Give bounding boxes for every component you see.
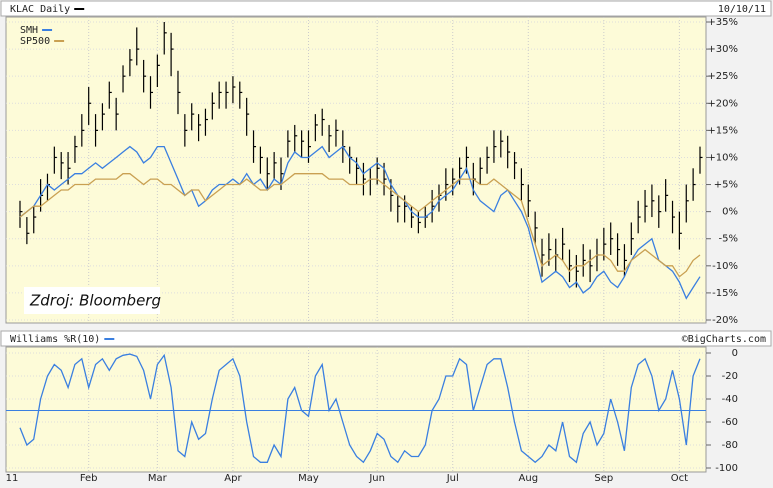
legend-label: SP500	[20, 36, 50, 47]
annotation-box	[24, 287, 160, 314]
line-series	[19, 353, 701, 464]
lower-header-band	[0, 330, 772, 347]
legend-label: Williams %R(10)	[10, 334, 100, 345]
y-tick-label: 0	[732, 348, 738, 359]
y-tick-label: +15%	[707, 125, 738, 136]
x-tick-label: May	[298, 473, 319, 484]
legend-label: SMH	[20, 25, 38, 36]
source-label: ©BigCharts.com	[682, 334, 766, 345]
y-tick-label: -60	[722, 417, 738, 428]
legend-label: KLAC Daily	[10, 4, 70, 15]
x-tick-label: Aug	[519, 473, 539, 484]
y-tick-label: +30%	[707, 44, 738, 55]
x-tick-label: 11	[6, 473, 19, 484]
lower-plot-area	[5, 346, 707, 473]
y-tick-label: -20%	[712, 315, 738, 326]
x-tick-label: Mar	[148, 473, 168, 484]
y-tick-label: -10%	[712, 261, 738, 272]
x-tick-label: Jul	[446, 473, 459, 484]
line-series	[19, 145, 701, 300]
y-tick-label: -15%	[712, 288, 738, 299]
x-tick-label: Oct	[671, 473, 688, 484]
y-tick-label: +10%	[707, 152, 738, 163]
y-tick-label: -80	[722, 440, 738, 451]
x-tick-label: Feb	[80, 473, 98, 484]
x-tick-label: Jun	[368, 473, 385, 484]
x-tick-label: Apr	[224, 473, 242, 484]
y-tick-label: +20%	[707, 98, 738, 109]
y-tick-label: +5%	[714, 180, 738, 191]
y-tick-label: -40	[722, 394, 738, 405]
header-band	[0, 0, 772, 17]
y-tick-label: +35%	[707, 17, 738, 28]
y-tick-label: -5%	[719, 234, 738, 245]
y-tick-label: 0%	[722, 207, 738, 218]
y-tick-label: -20	[722, 371, 738, 382]
date-label: 10/10/11	[718, 4, 766, 15]
y-tick-label: -100	[715, 463, 738, 474]
y-tick-label: +25%	[707, 71, 738, 82]
line-series	[19, 173, 701, 278]
x-tick-label: Sep	[594, 473, 613, 484]
annotation: Zdroj: Bloomberg	[29, 292, 161, 310]
